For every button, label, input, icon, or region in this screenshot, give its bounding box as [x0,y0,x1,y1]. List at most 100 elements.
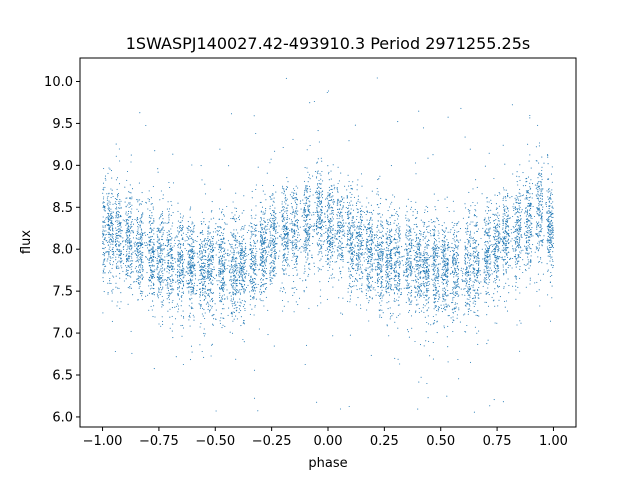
data-point [530,251,533,253]
data-point [242,267,244,269]
data-point [316,162,318,164]
data-point [512,250,514,252]
data-point [107,282,109,284]
data-point [158,273,160,275]
data-point [547,269,549,271]
data-point [296,239,298,241]
data-point [459,321,461,323]
data-point [495,218,497,221]
data-point [442,241,444,243]
data-point [426,226,428,228]
data-point [526,252,528,254]
data-point [502,213,504,215]
data-point [192,307,194,309]
data-point [149,224,152,226]
data-point [129,205,132,208]
data-point [309,218,311,220]
data-point [405,233,407,235]
data-point [498,279,500,281]
data-point [239,243,241,246]
data-point [141,295,143,297]
data-point [254,228,256,230]
data-point [386,292,388,294]
data-point [481,193,483,195]
data-point [104,186,106,188]
data-point [509,197,511,199]
data-point [488,237,490,239]
data-point [397,241,399,243]
data-point [157,261,159,263]
data-point [423,223,425,225]
data-point [136,208,138,210]
data-point [452,263,454,265]
data-point [203,335,205,337]
data-point [131,204,133,206]
data-point [222,270,224,272]
data-point [319,260,321,262]
data-point [489,254,491,256]
data-point [160,291,162,293]
data-point [512,215,514,218]
data-point [161,228,163,230]
data-point [318,194,321,196]
data-point [212,231,214,233]
data-point [493,226,495,228]
data-point [210,281,212,283]
data-point [340,241,342,243]
data-point [158,277,160,279]
data-point [244,307,246,310]
data-point [359,228,362,230]
data-point [208,227,210,229]
data-point [230,250,232,252]
data-point [218,248,220,250]
data-point [320,187,322,189]
data-point [422,255,424,257]
data-point [407,258,409,260]
data-point [435,259,437,261]
data-point [202,255,204,257]
data-point [349,298,351,300]
data-point [547,255,549,257]
data-point [178,227,181,229]
data-point [529,247,531,249]
data-point [321,255,323,257]
data-point [118,200,120,203]
data-point [428,225,430,227]
data-point [278,255,280,257]
data-point [234,265,236,267]
data-point [294,212,296,214]
data-point [550,173,553,175]
data-point [488,152,490,154]
data-point [552,216,554,218]
data-point [285,246,287,248]
data-point [433,229,435,231]
data-point [124,186,126,188]
data-point [463,314,465,316]
data-point [112,288,114,290]
data-point [490,263,492,265]
data-point [160,265,162,267]
data-point [530,229,532,231]
data-point [154,150,156,152]
data-point [235,221,237,223]
data-point [130,263,133,265]
data-point [328,171,330,173]
data-point [294,248,296,250]
data-point [328,258,330,260]
data-point [112,216,114,218]
data-point [265,273,267,275]
data-point [379,314,381,316]
data-point [443,325,445,327]
data-point [433,225,435,227]
data-point [359,278,362,280]
data-point [154,316,156,318]
data-point [361,185,363,187]
data-point [395,267,397,269]
data-point [242,269,244,271]
data-point [550,215,552,217]
data-point [305,279,307,281]
data-point [337,191,339,193]
data-point [255,255,257,257]
data-point [269,249,271,251]
data-point [327,165,329,167]
